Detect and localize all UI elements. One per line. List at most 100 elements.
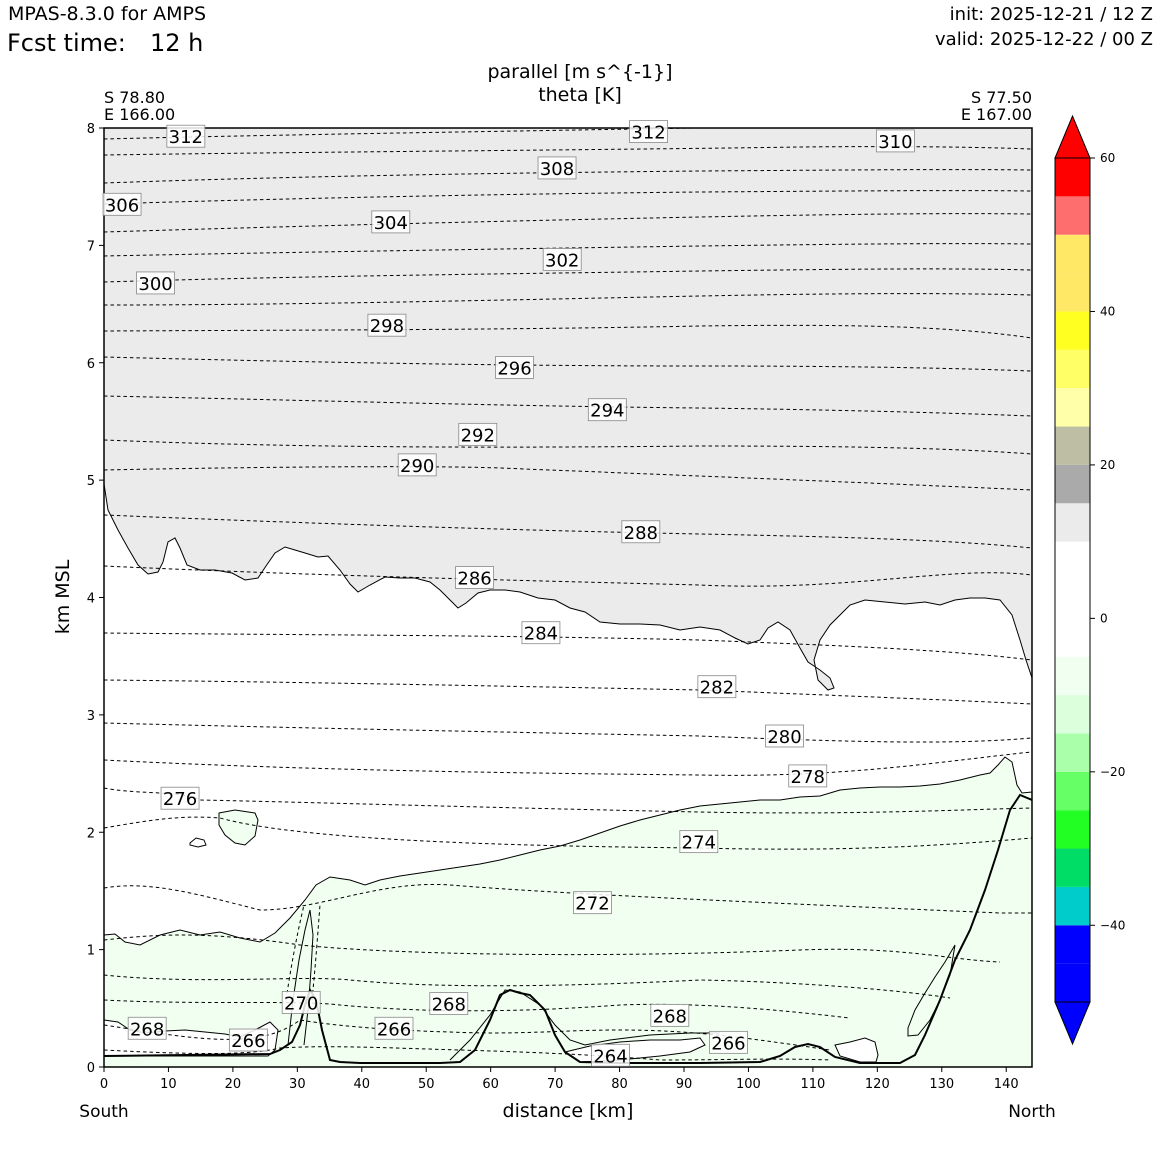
valid-time: valid: 2025-12-22 / 00 Z bbox=[935, 29, 1153, 50]
svg-text:282: 282 bbox=[700, 678, 734, 699]
theta-contour-label: 268 bbox=[429, 992, 469, 1016]
colorbar-segment bbox=[1055, 618, 1090, 657]
x-tick-label: 40 bbox=[354, 1077, 371, 1092]
theta-contour-label: 272 bbox=[573, 891, 612, 915]
colorbar-segment bbox=[1055, 234, 1090, 274]
negative-wind-region bbox=[104, 756, 1032, 1067]
theta-contour-label: 296 bbox=[495, 356, 534, 379]
y-tick-label: 2 bbox=[87, 826, 95, 841]
colorbar-tick-label: 40 bbox=[1100, 304, 1115, 318]
theta-contour-label: 264 bbox=[591, 1043, 630, 1067]
init-time: init: 2025-12-21 / 12 Z bbox=[949, 4, 1153, 25]
colorbar-segment bbox=[1055, 848, 1090, 887]
y-tick-label: 8 bbox=[87, 122, 95, 137]
svg-text:296: 296 bbox=[497, 358, 531, 379]
x-tick-label: 110 bbox=[800, 1077, 825, 1092]
theta-contour-label: 278 bbox=[788, 764, 828, 788]
x-tick-label: 70 bbox=[547, 1077, 564, 1092]
x-axis-label: distance [km] bbox=[503, 1100, 634, 1122]
svg-text:272: 272 bbox=[575, 894, 609, 915]
theta-contour-label: 280 bbox=[765, 724, 804, 748]
colorbar-segment bbox=[1055, 810, 1090, 849]
svg-text:310: 310 bbox=[878, 132, 912, 153]
svg-text:288: 288 bbox=[624, 523, 658, 544]
x-tick-label: 140 bbox=[994, 1077, 1019, 1092]
svg-text:292: 292 bbox=[461, 425, 495, 446]
theta-contour-label: 274 bbox=[679, 830, 719, 854]
y-tick-label: 6 bbox=[87, 357, 95, 372]
theta-contour-label: 312 bbox=[166, 124, 206, 148]
x-tick-label: 30 bbox=[289, 1077, 306, 1092]
theta-contour-label: 268 bbox=[127, 1016, 167, 1040]
x-tick-label: 80 bbox=[611, 1077, 628, 1092]
positive-wind-region bbox=[104, 128, 1032, 691]
colorbar-under-arrow bbox=[1054, 1001, 1091, 1046]
theta-contour-label: 294 bbox=[587, 398, 627, 422]
x-tick-label: 10 bbox=[160, 1077, 177, 1092]
colorbar-frame bbox=[1054, 157, 1091, 1003]
colorbar-segment bbox=[1055, 464, 1090, 504]
svg-text:268: 268 bbox=[653, 1006, 687, 1027]
theta-contour-label: 304 bbox=[371, 210, 411, 234]
theta-contour-label: 292 bbox=[458, 422, 498, 446]
surface-pocket-outline bbox=[449, 989, 720, 1061]
svg-text:280: 280 bbox=[767, 727, 801, 748]
y-tick-label: 0 bbox=[87, 1061, 95, 1076]
colorbar-segment bbox=[1055, 426, 1090, 465]
x-tick-label: 20 bbox=[225, 1077, 242, 1092]
x-tick-label: 0 bbox=[100, 1077, 108, 1092]
model-name: MPAS-8.3.0 for AMPS bbox=[8, 3, 207, 25]
colorbar-tick-label: 0 bbox=[1100, 611, 1108, 625]
colorbar: 60 40 20 0 −20 −40 bbox=[1054, 114, 1125, 1046]
colorbar-segment bbox=[1055, 695, 1090, 734]
theta-contour-label: 268 bbox=[650, 1003, 690, 1027]
theta-contour-label: 298 bbox=[367, 313, 407, 337]
theta-contour-label: 276 bbox=[160, 786, 200, 810]
y-tick-label: 1 bbox=[87, 944, 95, 959]
colorbar-tick-label: −20 bbox=[1100, 765, 1125, 779]
svg-text:264: 264 bbox=[593, 1046, 627, 1067]
colorbar-segment bbox=[1055, 925, 1090, 964]
svg-text:284: 284 bbox=[524, 624, 558, 645]
x-tick-label: 100 bbox=[736, 1077, 761, 1092]
theta-contour-label: 308 bbox=[537, 156, 577, 180]
x-tick-label: 60 bbox=[482, 1077, 499, 1092]
x-tick-label: 120 bbox=[865, 1077, 890, 1092]
colorbar-segment bbox=[1055, 656, 1090, 696]
colorbar-over-arrow bbox=[1054, 114, 1091, 159]
tiny-contour-ring bbox=[189, 837, 207, 848]
svg-text:286: 286 bbox=[457, 569, 491, 590]
colorbar-segment bbox=[1055, 733, 1090, 772]
y-tick-label: 7 bbox=[87, 239, 95, 254]
theta-contour-label: 312 bbox=[629, 120, 668, 144]
theta-contour-label: 290 bbox=[397, 453, 437, 477]
theta-contour-label: 266 bbox=[228, 1028, 268, 1052]
svg-text:304: 304 bbox=[374, 213, 408, 234]
svg-text:306: 306 bbox=[105, 195, 139, 216]
left-end-lat: S 78.80 bbox=[104, 88, 165, 107]
theta-contour-label: 282 bbox=[697, 675, 737, 699]
svg-text:266: 266 bbox=[377, 1019, 411, 1040]
colorbar-segment bbox=[1055, 388, 1090, 427]
svg-text:308: 308 bbox=[540, 159, 574, 180]
left-end-lon: E 166.00 bbox=[104, 105, 175, 124]
colorbar-segment bbox=[1055, 158, 1090, 197]
right-end-lon: E 167.00 bbox=[961, 105, 1032, 124]
colorbar-tick-label: −40 bbox=[1100, 918, 1125, 932]
theta-contour-label: 266 bbox=[374, 1016, 414, 1040]
svg-text:268: 268 bbox=[432, 995, 466, 1016]
x-tick-label: 50 bbox=[418, 1077, 435, 1092]
svg-text:302: 302 bbox=[545, 250, 579, 271]
theta-contour-label: 288 bbox=[621, 520, 661, 544]
theta-contour-label: 306 bbox=[102, 192, 142, 216]
colorbar-segment bbox=[1055, 580, 1090, 619]
colorbar-segment bbox=[1055, 349, 1090, 389]
x-axis-ticks: 0 10 20 30 40 50 60 70 80 90 100 110 120 130 140 bbox=[100, 1067, 1019, 1092]
svg-text:266: 266 bbox=[231, 1031, 265, 1052]
positive-sliver bbox=[907, 944, 956, 1037]
theta-contour-label: 310 bbox=[875, 129, 915, 153]
y-tick-label: 4 bbox=[87, 592, 95, 607]
x-tick-label: 90 bbox=[676, 1077, 693, 1092]
colorbar-segment bbox=[1055, 503, 1090, 542]
